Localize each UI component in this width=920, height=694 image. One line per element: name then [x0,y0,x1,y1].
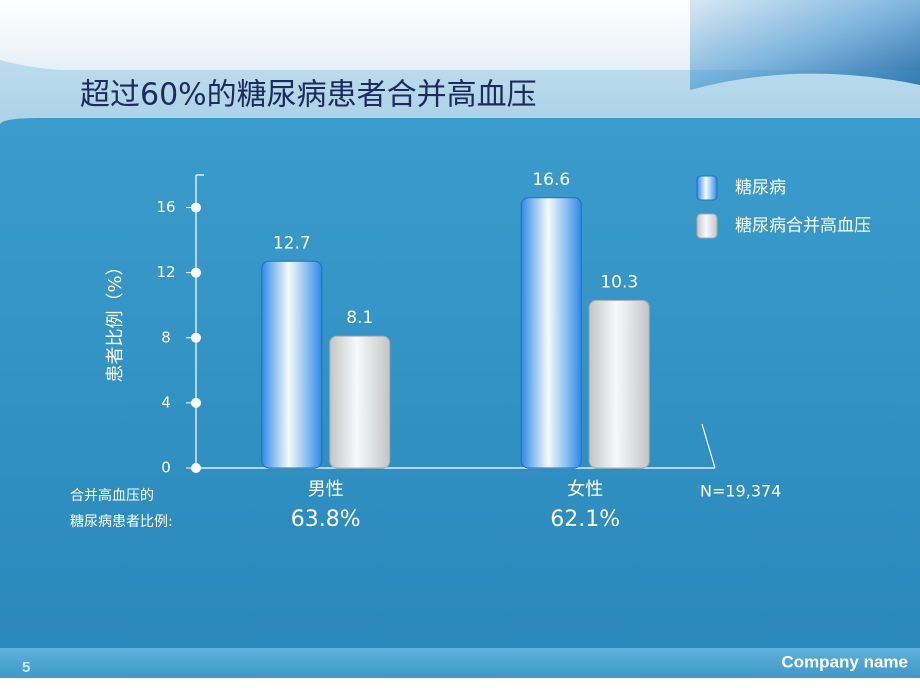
legend-swatch [696,175,718,201]
y-tick-label: 12 [156,263,175,281]
share-label: 合并高血压的 [70,487,154,504]
bar [329,335,391,469]
panel [0,118,920,655]
share-text: 62.1% [550,507,620,532]
y-tick-label: 8 [161,328,171,346]
page-number: 5 [22,659,30,676]
header-photo [690,0,920,90]
chart-title: 超过60%的糖尿病患者合并高血压 [80,78,537,113]
note: N=19,374 [700,482,781,501]
legend-label: 糖尿病合并高血压 [735,216,871,236]
y-tick-label: 16 [156,198,175,216]
share-label: 糖尿病患者比例: [70,514,173,530]
legend-label: 糖尿病 [735,178,786,198]
data-label: 16.6 [532,170,570,190]
bar [588,299,650,469]
x-tick-label: 男性 [308,479,344,500]
bar [520,197,582,469]
bar [261,260,323,469]
footer-text: Company name [781,652,908,671]
footer-edge [0,678,920,690]
axis-break [701,423,716,469]
data-label: 8.1 [346,308,373,328]
footer-bar [0,648,920,678]
y-tick-label: 0 [161,459,171,477]
y-tick-label: 4 [161,393,171,411]
data-label: 12.7 [273,233,311,253]
y-axis-label: 患者比例（%） [105,257,126,382]
share-text: 63.8% [291,507,361,532]
legend-swatch [696,213,718,239]
data-label: 10.3 [600,272,638,292]
x-tick-label: 女性 [567,479,603,500]
